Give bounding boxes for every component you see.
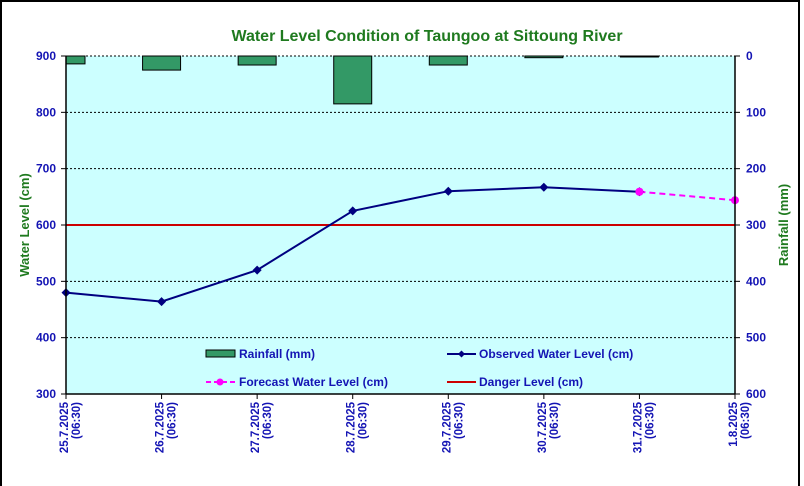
y-tick-label: 900 [36,49,56,63]
forecast-point [635,187,644,196]
y2-tick-label: 400 [746,274,766,288]
y-axis-label: Water Level (cm) [17,173,32,277]
y-tick-label: 300 [36,387,56,401]
forecast-water-level-line [639,190,736,202]
y-tick-label: 800 [36,105,56,119]
observed-point [157,297,167,307]
rainfall-bar [619,55,659,58]
x-tick-label: 29.7.2025(06:30) [441,401,465,453]
legend-rainfall-label: Rainfall (mm) [239,347,315,361]
y2-tick-label: 500 [746,331,766,345]
legend-rainfall-swatch [205,349,236,358]
legend-observed-marker [458,350,465,358]
y-tick-label: 400 [36,331,56,345]
y2-tick-label: 0 [746,49,753,63]
observed-point [539,182,549,192]
y2-tick-label: 200 [746,162,766,176]
rainfall-bar [333,55,373,105]
legend: Rainfall (mm) Observed Water Level (cm) … [205,347,633,389]
y2-tick-label: 100 [746,105,766,119]
x-tick-label: 1.8.2025(06:30) [728,401,752,446]
rainfall-bars [65,55,659,105]
x-tick-label: 25.7.2025(06:30) [59,401,83,453]
y2-tick-label: 300 [746,218,766,232]
observed-point [443,186,453,196]
legend-danger-label: Danger Level (cm) [479,375,583,389]
y-tick-label: 700 [36,162,56,176]
legend-observed-label: Observed Water Level (cm) [479,347,633,361]
observed-point [252,265,262,275]
x-tick-label: 30.7.2025(06:30) [537,401,561,453]
series-lines [61,182,739,307]
rainfall-bar [524,55,564,59]
x-tick-label: 28.7.2025(06:30) [346,401,370,453]
y-tick-label: 600 [36,218,56,232]
rainfall-bar [428,55,468,66]
observed-point [348,206,358,216]
legend-forecast-label: Forecast Water Level (cm) [239,375,388,389]
x-tick-label: 27.7.2025(06:30) [250,401,274,453]
rainfall-bar [142,55,182,71]
x-tick-label: 26.7.2025(06:30) [155,401,179,453]
x-tick-label: 31.7.2025(06:30) [632,401,656,453]
y2-axis-label: Rainfall (mm) [776,184,791,266]
rainfall-bar [237,55,277,66]
chart-title: Water Level Condition of Taungoo at Sitt… [231,28,622,45]
legend-forecast-marker [216,378,224,386]
y-tick-label: 500 [36,274,56,288]
rainfall-bar [65,55,86,65]
axes: 900 0 800 100 700 200 600 300 500 400 400 500 300 600… [36,49,766,453]
y2-tick-label: 600 [746,387,766,401]
